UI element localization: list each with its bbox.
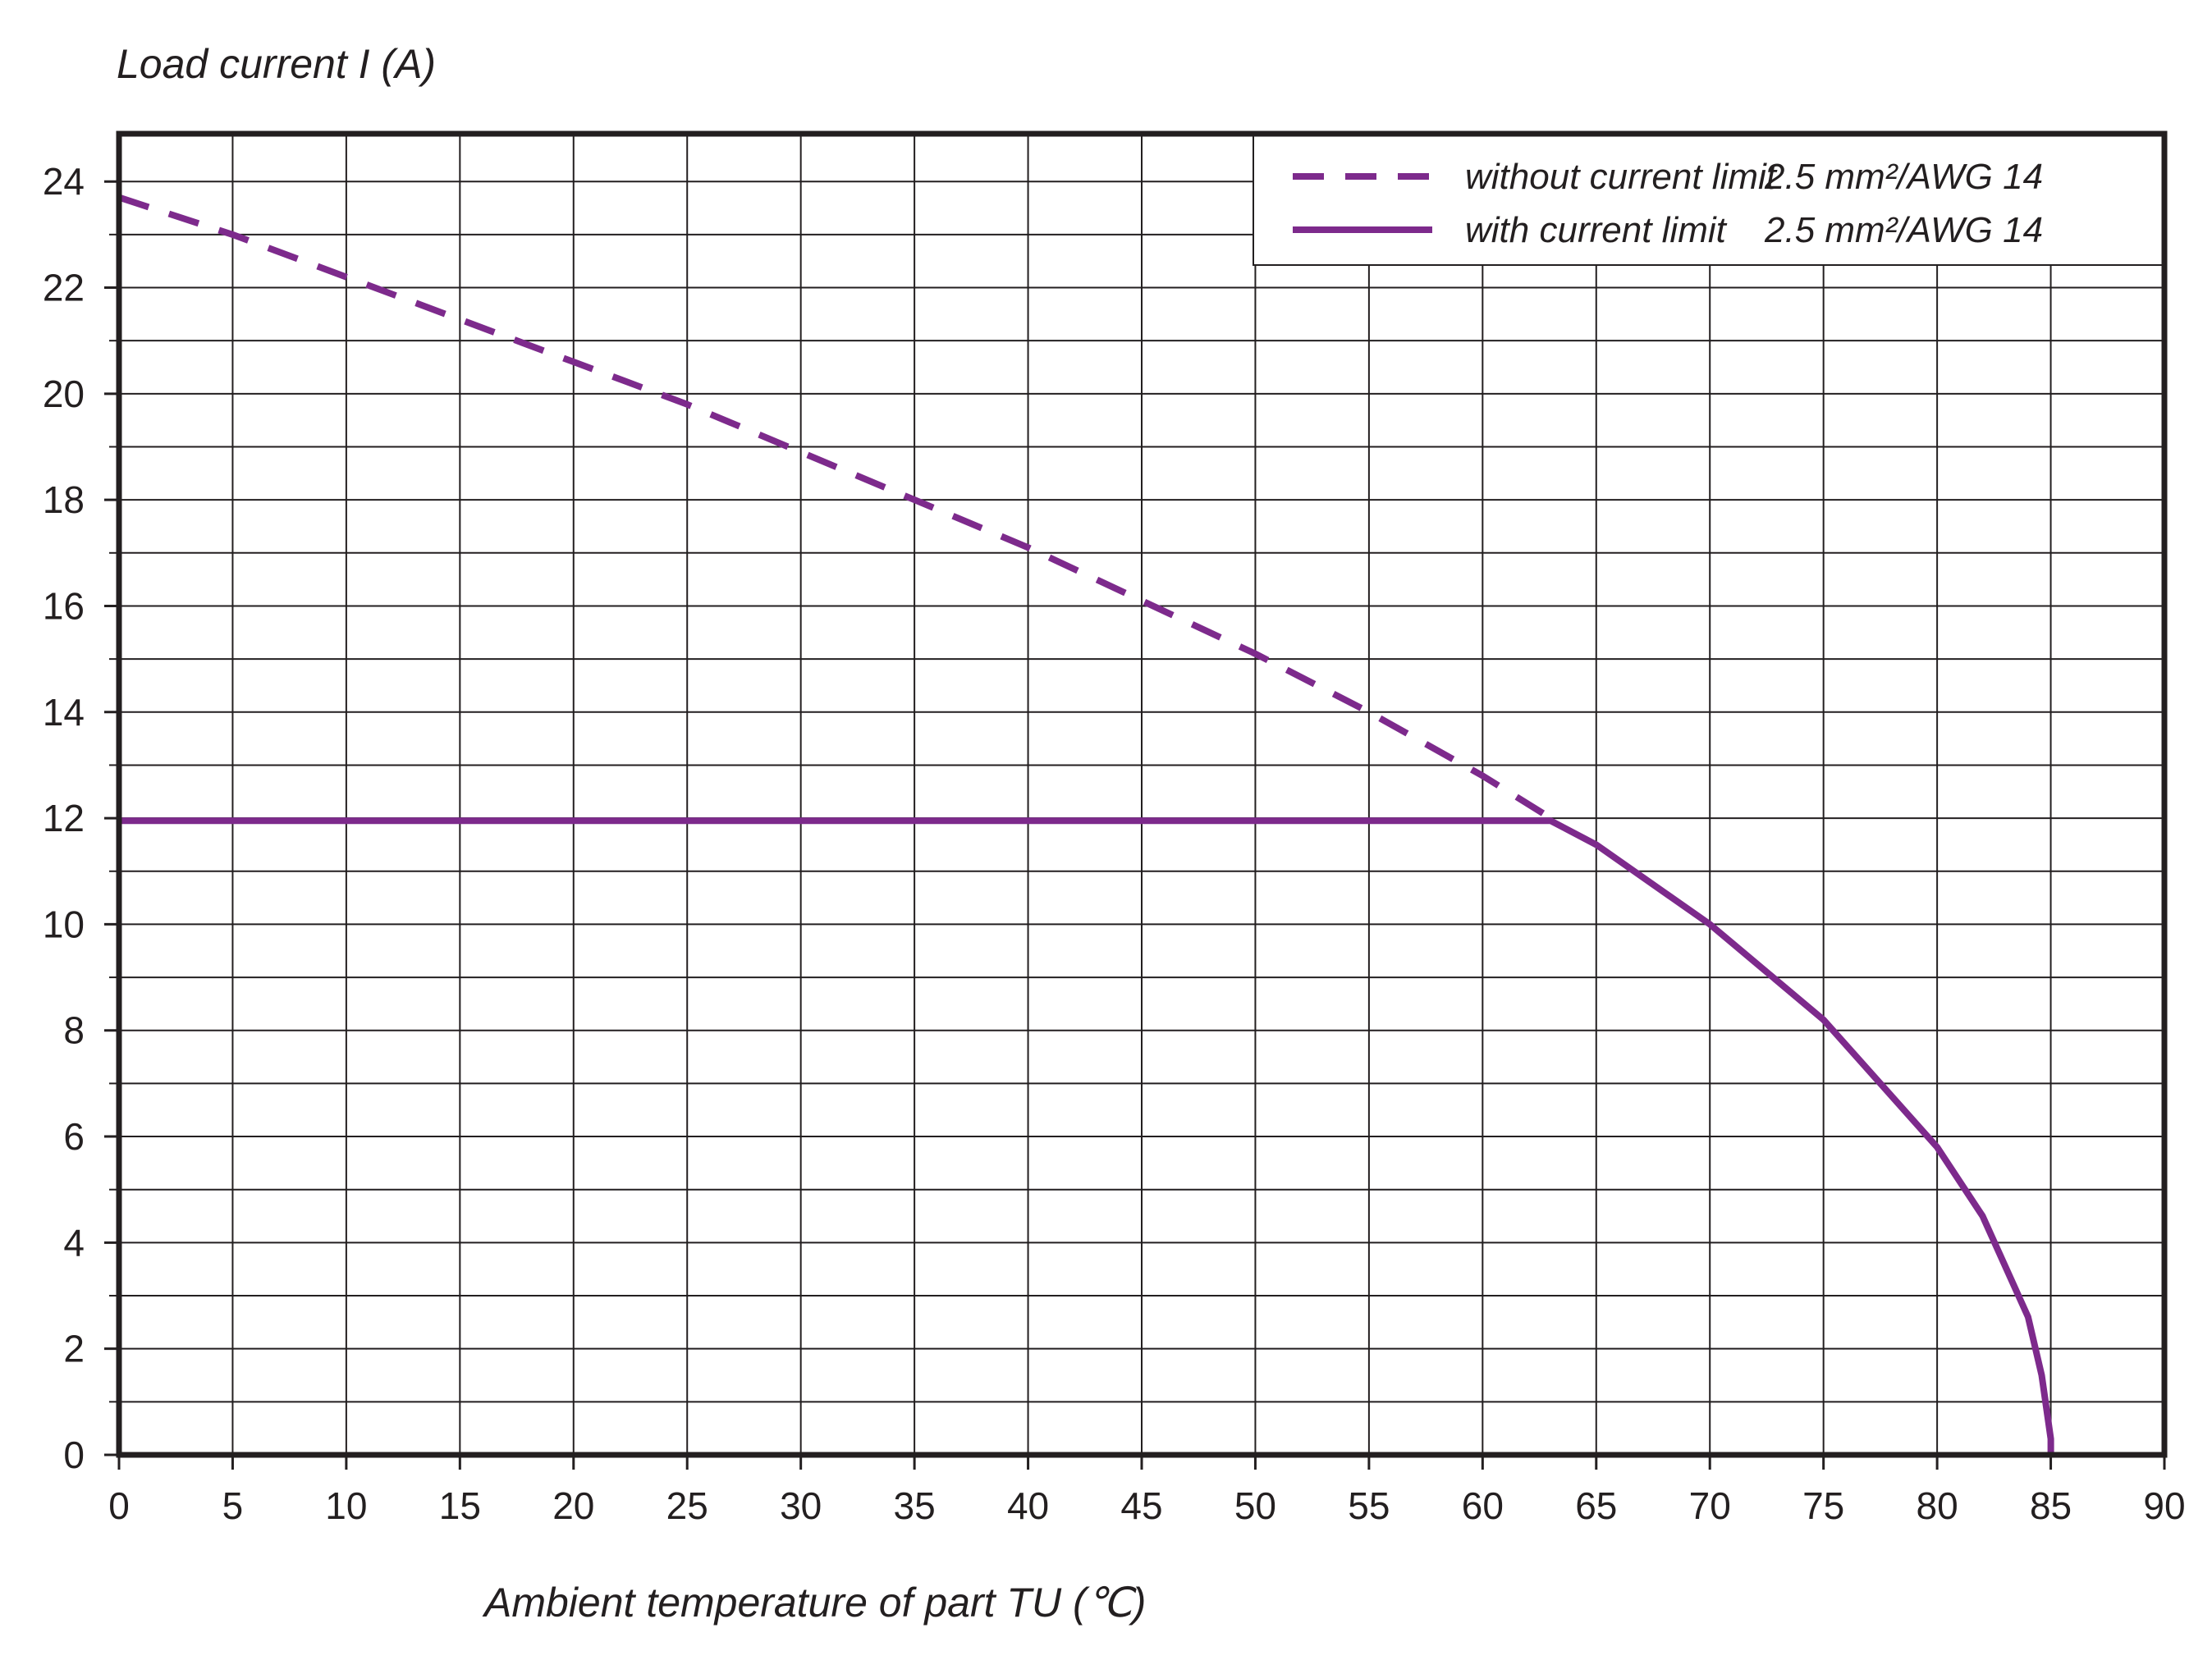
y-tick-label: 24 xyxy=(43,160,85,203)
x-tick-label: 40 xyxy=(1007,1484,1049,1527)
y-axis-title: Load current I (A) xyxy=(117,41,436,87)
x-tick-label: 55 xyxy=(1348,1484,1390,1527)
y-tick-label: 8 xyxy=(63,1009,85,1052)
y-tick-label: 4 xyxy=(63,1221,85,1264)
series-line-without-current-limit xyxy=(117,194,1553,821)
y-tick-label: 14 xyxy=(43,691,85,734)
y-tick-label: 22 xyxy=(43,267,85,309)
y-tick-label: 0 xyxy=(63,1434,85,1476)
y-tick-label: 18 xyxy=(43,478,85,521)
x-tick-label: 50 xyxy=(1234,1484,1276,1527)
axis-ticks: 0 5 10 15 20 25 30 35 40 45 50 55 60 65 70 75 80 85 900246… xyxy=(43,160,2186,1527)
y-tick-label: 16 xyxy=(43,584,85,627)
x-tick-label: 80 xyxy=(1917,1484,1958,1527)
x-tick-label: 60 xyxy=(1462,1484,1504,1527)
x-tick-label: 10 xyxy=(325,1484,367,1527)
x-tick-label: 70 xyxy=(1689,1484,1731,1527)
x-tick-label: 0 xyxy=(108,1484,130,1527)
legend-label-without-limit: without current limit xyxy=(1465,157,1778,197)
x-tick-label: 15 xyxy=(439,1484,481,1527)
x-tick-label: 20 xyxy=(552,1484,594,1527)
x-tick-label: 65 xyxy=(1575,1484,1617,1527)
y-tick-label: 12 xyxy=(43,797,85,839)
x-tick-label: 30 xyxy=(780,1484,822,1527)
y-tick-label: 20 xyxy=(43,373,85,415)
legend-label-with-limit: with current limit xyxy=(1465,210,1728,250)
x-tick-label: 5 xyxy=(222,1484,244,1527)
y-tick-label: 10 xyxy=(43,903,85,945)
legend-spec-with-limit: 2.5 mm²/AWG 14 xyxy=(1764,210,2043,250)
x-tick-label: 90 xyxy=(2143,1484,2185,1527)
legend: without current limit 2.5 mm²/AWG 14 wit… xyxy=(1293,157,2043,250)
series-lines xyxy=(117,194,2054,1455)
x-tick-label: 45 xyxy=(1120,1484,1162,1527)
legend-spec-without-limit: 2.5 mm²/AWG 14 xyxy=(1764,157,2043,197)
y-tick-label: 2 xyxy=(63,1328,85,1370)
x-axis-title: Ambient temperature of part TU (℃) xyxy=(482,1580,1146,1626)
x-tick-label: 85 xyxy=(2030,1484,2072,1527)
y-tick-label: 6 xyxy=(63,1115,85,1158)
x-tick-label: 35 xyxy=(894,1484,936,1527)
series-line-with-current-limit xyxy=(119,817,2054,1455)
grid xyxy=(119,134,2164,1455)
x-tick-label: 75 xyxy=(1802,1484,1844,1527)
x-tick-label: 25 xyxy=(666,1484,708,1527)
